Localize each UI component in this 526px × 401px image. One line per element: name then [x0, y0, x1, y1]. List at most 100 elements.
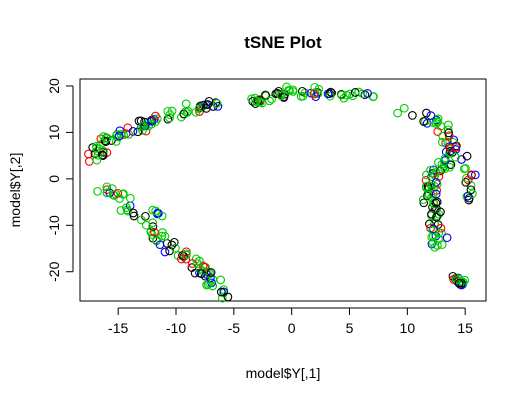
data-point — [162, 239, 172, 248]
data-point — [422, 108, 431, 118]
data-point — [323, 89, 333, 99]
data-point — [419, 198, 429, 208]
x-tick-label: 10 — [400, 320, 416, 336]
data-point — [92, 143, 102, 153]
data-point — [434, 172, 444, 181]
data-point — [432, 197, 442, 207]
data-point — [368, 92, 378, 102]
data-point — [198, 102, 207, 112]
data-point — [138, 121, 148, 131]
data-point — [147, 116, 157, 126]
data-point — [445, 162, 454, 172]
data-point — [288, 87, 298, 96]
data-point — [430, 242, 440, 252]
data-point — [437, 240, 447, 249]
data-point — [113, 132, 123, 142]
data-points — [84, 82, 480, 303]
data-point — [418, 195, 428, 205]
data-point — [153, 208, 163, 218]
x-tick-label: 0 — [288, 320, 296, 336]
data-point — [165, 110, 175, 120]
data-point — [309, 89, 319, 99]
data-point — [107, 136, 116, 145]
data-point — [217, 293, 227, 303]
y-tick-label: 0 — [46, 175, 62, 183]
data-point — [98, 151, 108, 160]
data-point — [363, 89, 372, 98]
y-tick-label: 20 — [46, 78, 62, 94]
data-point — [393, 108, 402, 118]
data-point — [150, 227, 159, 237]
x-tick-label: 5 — [346, 320, 354, 336]
data-point — [201, 104, 211, 113]
data-point — [429, 198, 438, 208]
data-point — [101, 137, 111, 146]
data-point — [206, 268, 216, 277]
y-tick-label: -20 — [46, 261, 62, 281]
data-point — [206, 273, 215, 283]
y-axis: -20 -10 0 10 20 — [46, 78, 74, 282]
data-point — [92, 155, 102, 165]
x-tick-label: -10 — [166, 320, 186, 336]
data-point — [107, 184, 117, 193]
data-point — [188, 259, 197, 268]
data-point — [433, 241, 442, 250]
data-point — [178, 251, 187, 260]
data-point — [298, 91, 308, 101]
data-point — [169, 237, 179, 247]
data-point — [119, 189, 128, 199]
data-point — [443, 137, 453, 147]
data-point — [216, 287, 226, 297]
x-tick-label: 15 — [457, 320, 473, 336]
data-point — [101, 134, 111, 143]
data-point — [428, 237, 438, 247]
data-point — [160, 247, 170, 257]
data-point — [337, 90, 346, 100]
data-point — [216, 275, 226, 285]
data-point — [438, 137, 447, 147]
data-point — [467, 170, 476, 180]
data-point — [119, 130, 128, 140]
data-point — [133, 127, 143, 137]
chart-title: tSNE Plot — [244, 33, 322, 52]
data-point — [88, 143, 98, 152]
data-point — [431, 198, 441, 208]
data-point — [155, 240, 165, 250]
data-point — [466, 185, 476, 195]
x-axis-label: model$Y[,1] — [246, 365, 321, 381]
data-point — [255, 97, 265, 107]
y-tick-label: 10 — [46, 124, 62, 140]
data-point — [203, 100, 213, 109]
x-axis: -15 -10 -5 0 5 10 15 — [108, 307, 473, 336]
data-point — [165, 113, 174, 123]
data-point — [136, 215, 146, 225]
y-tick-label: -10 — [46, 215, 62, 235]
data-point — [443, 125, 453, 135]
data-point — [282, 82, 291, 92]
data-point — [325, 91, 335, 101]
data-point — [128, 127, 138, 136]
data-point — [459, 164, 469, 174]
data-point — [114, 131, 124, 141]
data-point — [408, 111, 417, 120]
data-point — [134, 116, 144, 126]
data-point — [442, 233, 452, 243]
data-point — [426, 111, 436, 120]
data-point — [445, 143, 455, 153]
data-point — [116, 206, 126, 215]
y-axis-label: model$Y[,2] — [7, 153, 23, 228]
data-point — [108, 190, 118, 200]
data-point — [440, 153, 450, 163]
data-point — [193, 259, 202, 268]
data-point — [191, 107, 201, 117]
data-point — [196, 269, 206, 279]
data-point — [461, 177, 471, 187]
data-point — [342, 90, 352, 100]
data-point — [419, 117, 429, 126]
data-point — [431, 119, 441, 128]
data-point — [444, 120, 453, 130]
data-point — [182, 108, 192, 117]
data-point — [310, 82, 320, 92]
data-point — [211, 98, 221, 107]
data-point — [470, 170, 480, 180]
